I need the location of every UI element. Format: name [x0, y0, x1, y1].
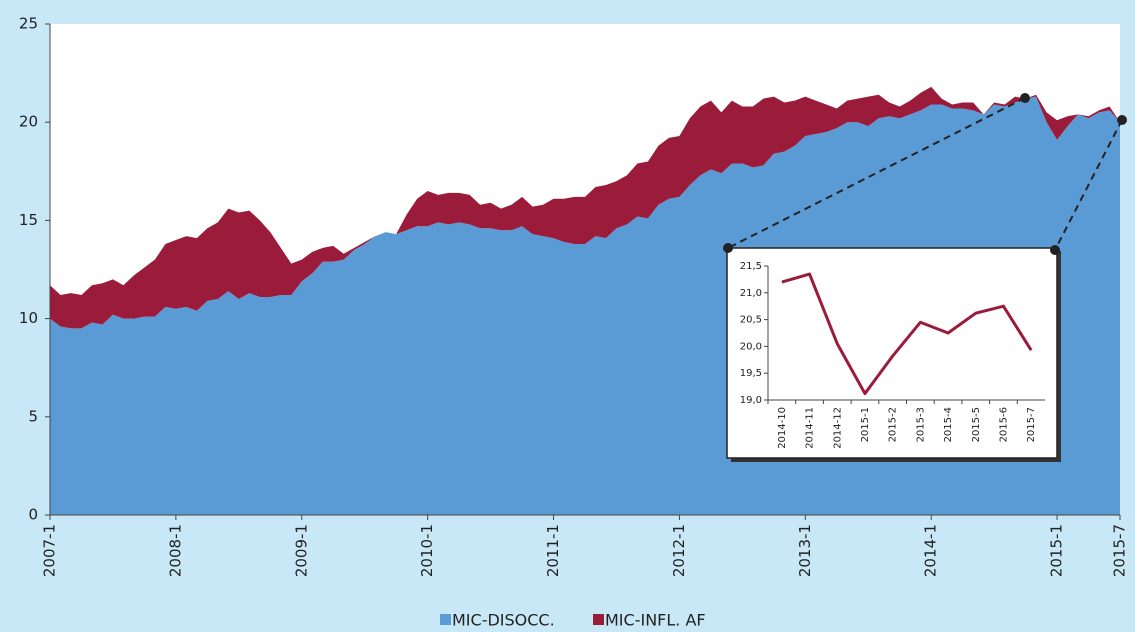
legend-label: MIC-DISOCC. [452, 611, 555, 630]
line [781, 272, 1033, 396]
y-tick-label: 20 [19, 113, 38, 131]
y-tick-label: 0 [28, 506, 38, 524]
x-tick-label: 2015-6 [998, 407, 1009, 442]
x-tick-label: 2015-2 [888, 407, 899, 442]
x-tick-label: 2015-1 [860, 407, 871, 442]
x-tick-label: 2015-7 [1111, 524, 1129, 577]
x-tick-label: 2014-1 [922, 524, 940, 577]
x-tick-label: 2014-12 [832, 407, 843, 449]
y-tick-label: 25 [19, 15, 38, 33]
x-tick-label: 2015-3 [915, 407, 926, 442]
x-tick-label: 2007-1 [41, 524, 59, 577]
dot [1020, 93, 1030, 103]
connector [727, 97, 1026, 249]
x-tick-label: 2011-1 [544, 524, 562, 577]
x-tick-label: 2013-1 [796, 524, 814, 577]
legend-swatch [593, 614, 604, 625]
y-tick-label: 21,0 [740, 288, 762, 299]
x-tick-label: 2010-1 [418, 524, 436, 577]
y-tick-label: 19,0 [740, 395, 762, 406]
y-tick-label: 15 [19, 211, 38, 229]
legend-label: MIC-INFL. AF [605, 611, 706, 630]
x-tick-label: 2008-1 [166, 524, 184, 577]
legend: MIC-DISOCC. MIC-INFL. AF [440, 611, 706, 630]
dot [1050, 245, 1060, 255]
connector [1054, 119, 1123, 251]
y-tick-label: 21,5 [740, 261, 762, 272]
inset-box [726, 247, 1058, 459]
connector-dots [723, 93, 1127, 255]
x-tick-label: 2015-7 [1026, 407, 1037, 442]
y-tick-label: 20,0 [740, 341, 762, 352]
y-tick-label: 19,5 [740, 368, 762, 379]
x-tick-label: 2015-1 [1048, 524, 1066, 577]
x-tick-label: 2012-1 [670, 524, 688, 577]
inset-chart: 19,0 19,5 20,0 20,5 21,0 21,5 2014-10 2014-11 20… [740, 261, 1045, 449]
x-tick-label: 2015-5 [971, 407, 982, 442]
x-tick-label: 2014-11 [805, 407, 816, 449]
area [50, 86, 1120, 329]
dot [1117, 115, 1127, 125]
y-tick-label: 20,5 [740, 315, 762, 326]
x-tick-label: 2015-4 [943, 407, 954, 442]
x-tick-label: 2009-1 [292, 524, 310, 577]
y-tick-label: 10 [19, 309, 38, 327]
dot [723, 243, 733, 253]
connectors [727, 97, 1123, 251]
y-tick-label: 5 [28, 407, 38, 425]
x-tick-label: 2014-10 [777, 407, 788, 449]
legend-swatch [440, 614, 451, 625]
